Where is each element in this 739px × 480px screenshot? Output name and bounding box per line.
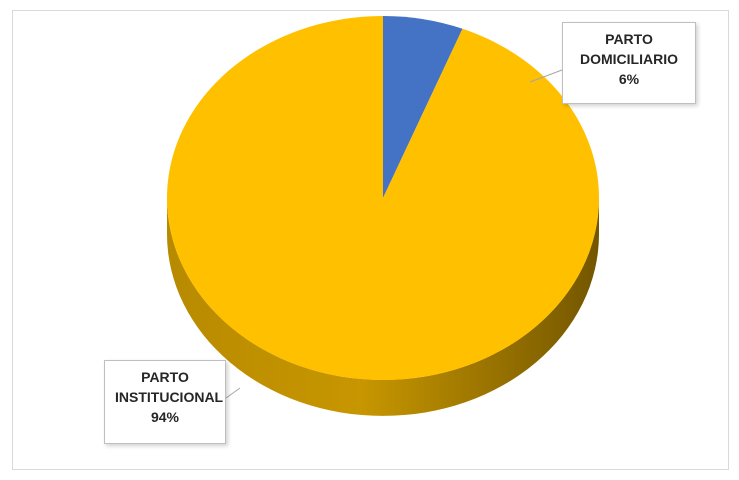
percent-label: 6% <box>618 71 640 87</box>
label-line1: PARTO <box>141 369 189 385</box>
data-label-domiciliario: PARTO DOMICILIARIO 6% <box>562 22 696 104</box>
label-line2: INSTITUCIONAL <box>115 389 224 405</box>
pie-slice-0 <box>383 16 463 198</box>
label-line1: PARTO <box>605 31 653 47</box>
leader-lines <box>225 69 563 399</box>
pie-slice-side-1 <box>167 198 599 416</box>
leader-line-domiciliario <box>529 69 563 83</box>
leader-line-institucional <box>225 387 241 399</box>
pie-depth-layer <box>167 198 599 416</box>
percent-label: 94% <box>150 409 180 425</box>
label-line2: DOMICILIARIO <box>580 51 678 67</box>
pie-top-layer <box>167 16 600 381</box>
pie-slice-1 <box>167 16 600 381</box>
data-label-institucional: PARTO INSTITUCIONAL 94% <box>104 360 226 444</box>
